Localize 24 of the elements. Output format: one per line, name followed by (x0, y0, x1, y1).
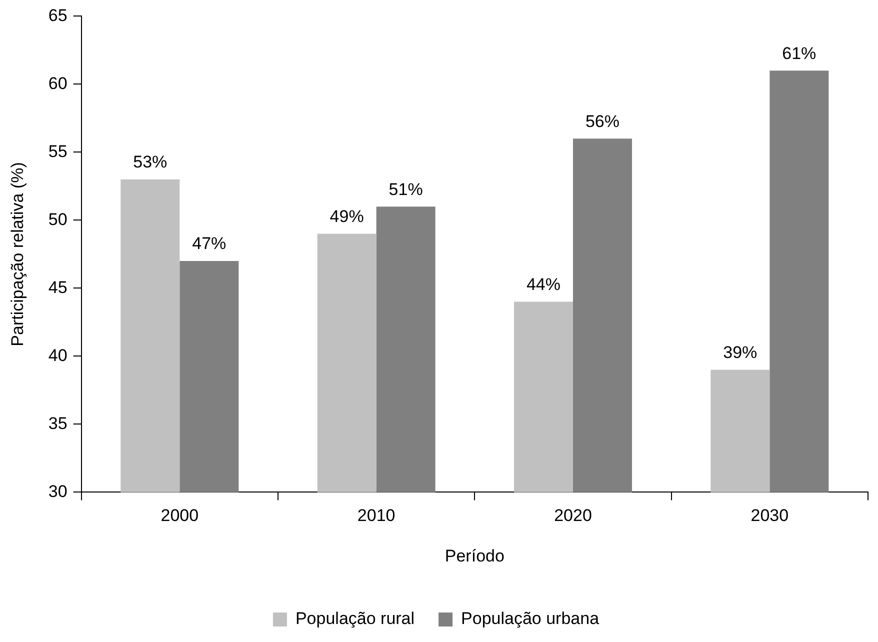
data-label: 53% (133, 152, 168, 172)
x-tick-label: 2020 (554, 506, 592, 526)
y-tick-label: 40 (48, 346, 68, 365)
data-label: 39% (723, 342, 758, 362)
x-tick-label: 2010 (357, 506, 396, 526)
y-tick-label: 65 (48, 6, 68, 25)
x-tick-label: 2000 (160, 506, 199, 526)
legend-label: População urbana (461, 609, 600, 628)
x-axis-title: Período (444, 546, 504, 566)
y-tick-label: 45 (48, 278, 68, 297)
legend-label: População rural (295, 609, 415, 628)
data-label: 49% (330, 206, 364, 226)
data-label: 44% (526, 274, 561, 294)
y-tick-label: 30 (48, 482, 68, 501)
x-tick-label: 2030 (750, 506, 789, 526)
data-label: 61% (782, 44, 816, 63)
data-label: 51% (388, 180, 423, 199)
data-label: 56% (585, 112, 620, 131)
y-axis-title: Participação relativa (%) (8, 162, 27, 346)
data-label: 47% (192, 234, 226, 254)
y-tick-label: 55 (48, 142, 68, 161)
y-tick-label: 60 (48, 74, 68, 93)
y-tick-label: 35 (48, 414, 68, 433)
y-tick-label: 50 (48, 210, 68, 229)
